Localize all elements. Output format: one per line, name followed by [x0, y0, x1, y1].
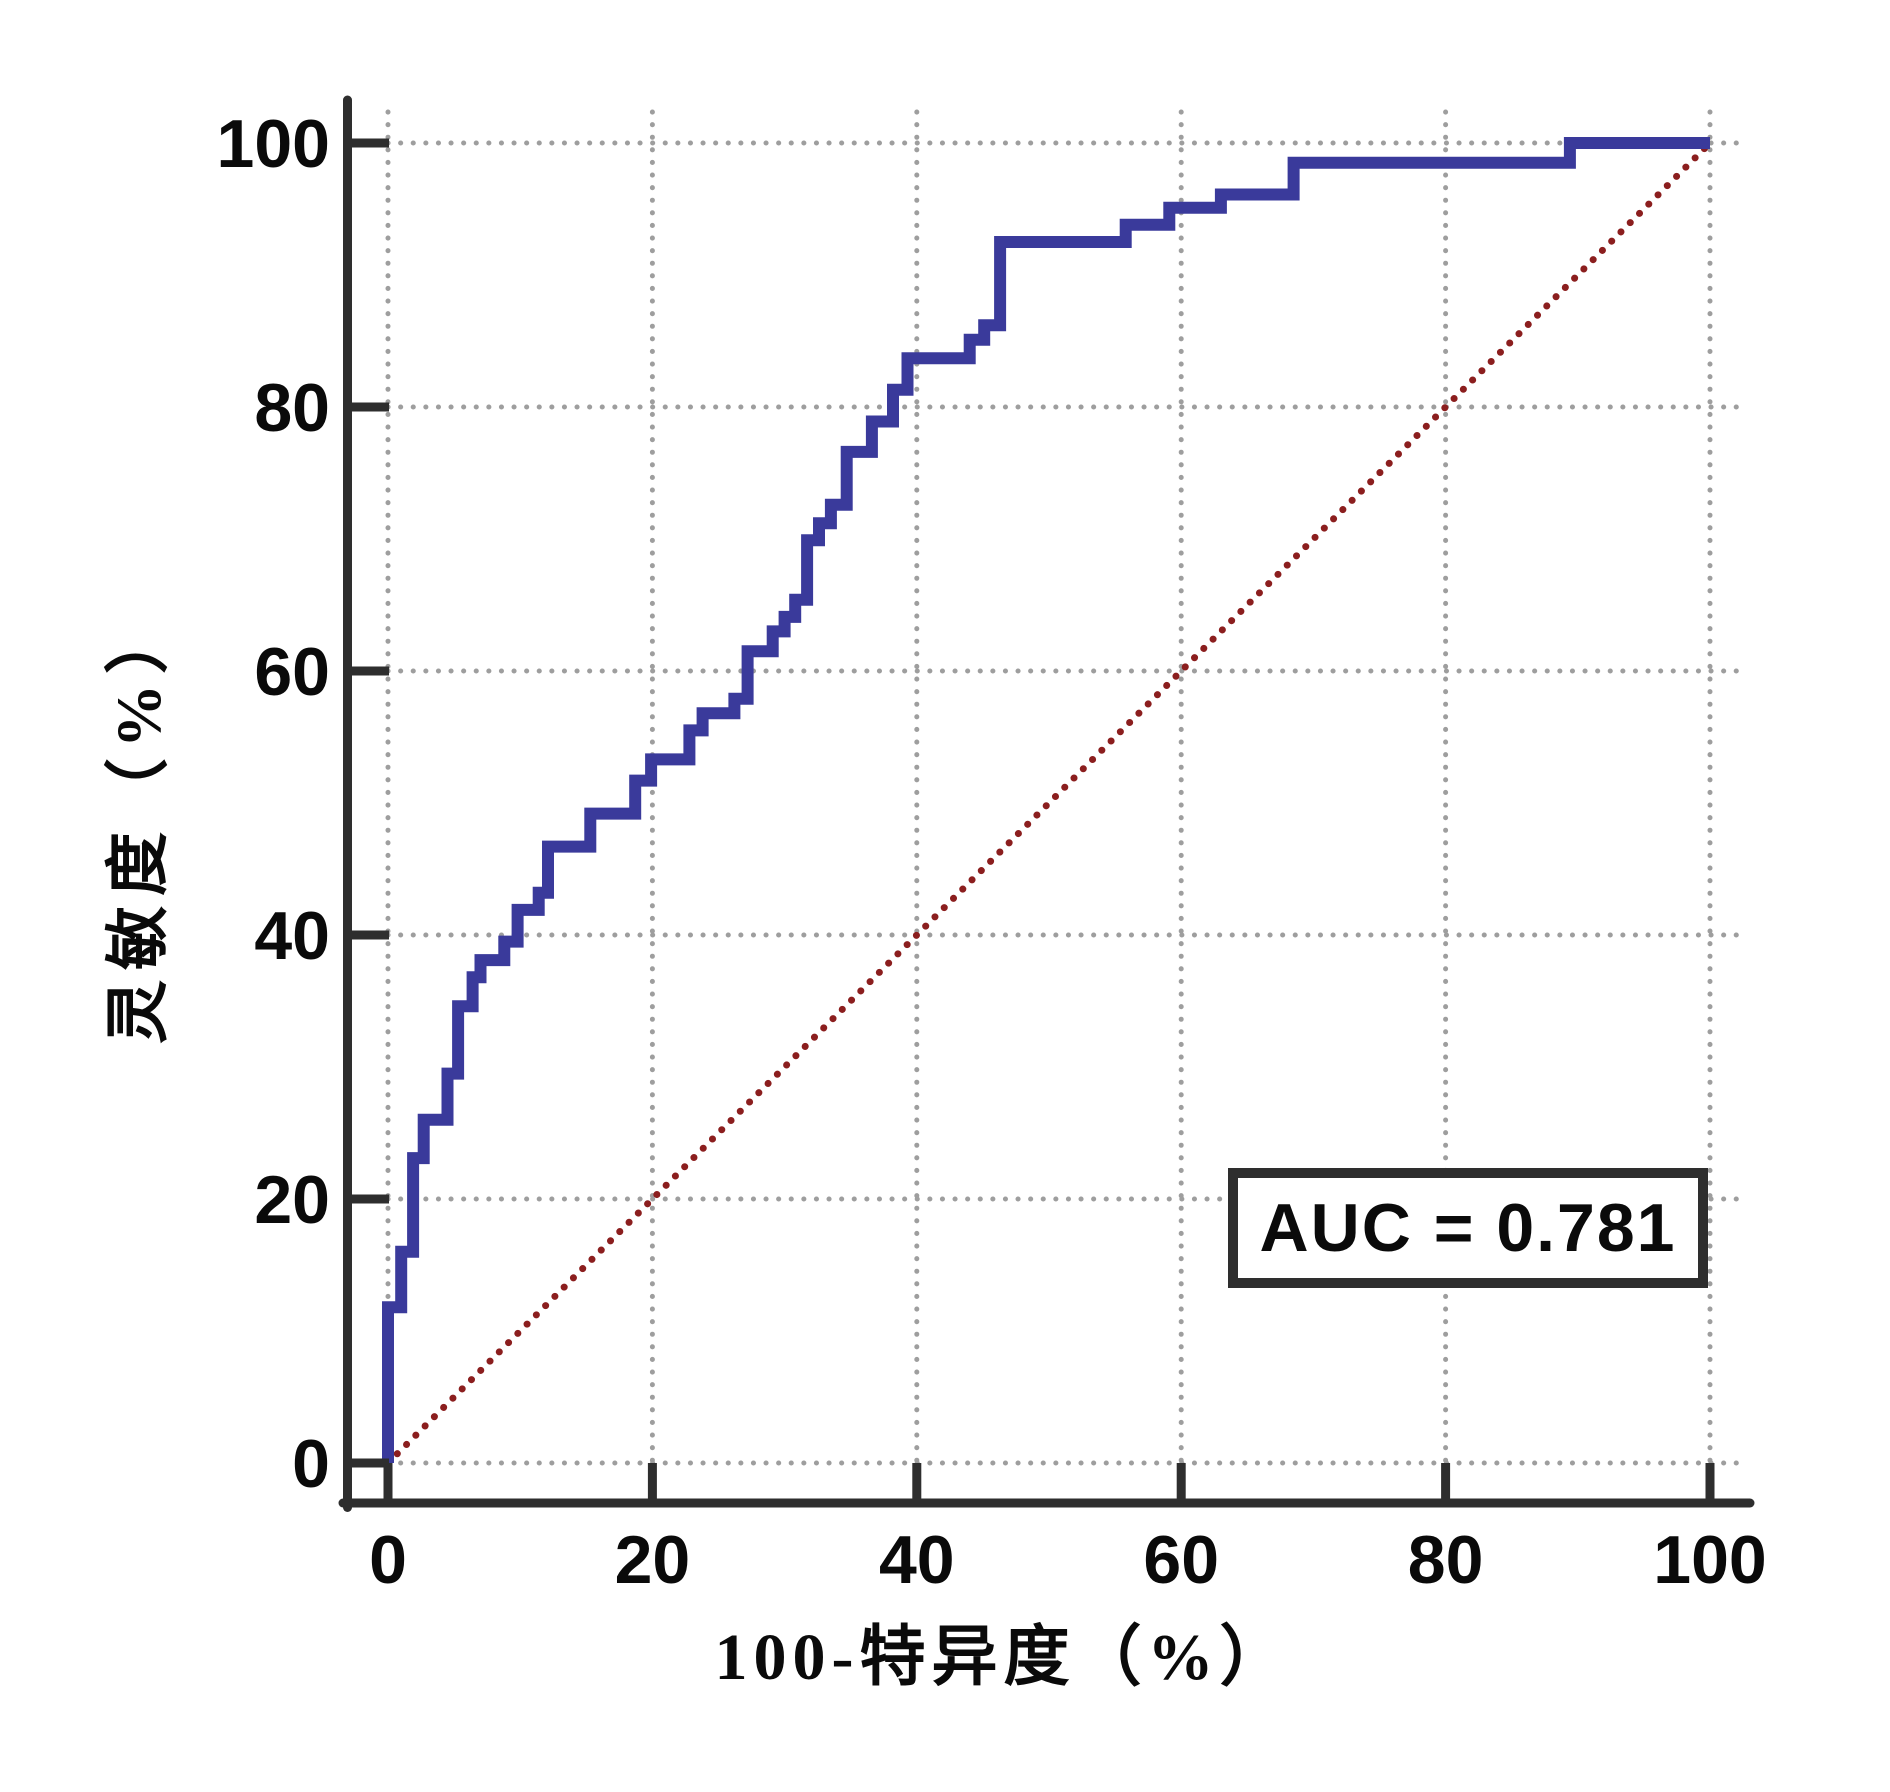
x-tick-label: 0: [369, 1522, 407, 1598]
y-tick-label: 100: [217, 106, 330, 182]
diagonal-reference-line: [384, 139, 1714, 1467]
auc-annotation-text: AUC = 0.781: [1259, 1190, 1677, 1266]
y-axis-title: 灵敏度（%）: [103, 600, 174, 1044]
x-axis-title: 100-特异度（%）: [714, 1621, 1292, 1694]
x-tick-label: 40: [879, 1522, 955, 1598]
x-tick-label: 60: [1143, 1522, 1219, 1598]
auc-annotation-box: AUC = 0.781: [1228, 1168, 1708, 1288]
x-tick-label: 100: [1653, 1522, 1766, 1598]
roc-curve: [382, 137, 1710, 1463]
y-tick-label: 0: [292, 1426, 330, 1502]
y-tick-label: 20: [254, 1162, 330, 1238]
y-tick-label: 60: [254, 634, 330, 710]
x-tick-label: 80: [1408, 1522, 1484, 1598]
x-tick-label: 20: [615, 1522, 691, 1598]
y-tick-label: 80: [254, 370, 330, 446]
y-tick-label: 40: [254, 898, 330, 974]
